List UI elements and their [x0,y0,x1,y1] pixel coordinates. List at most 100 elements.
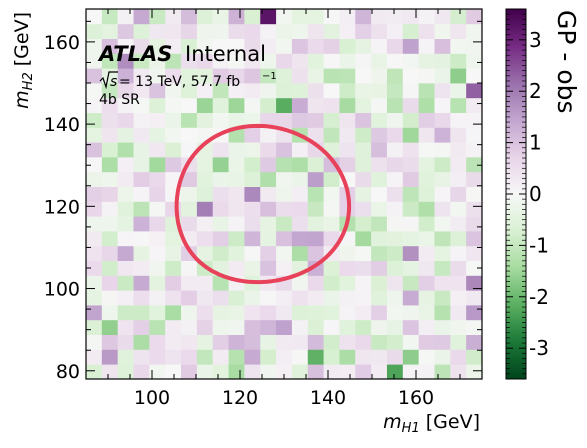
heatmap-cell [101,231,119,247]
x-axis-label-main: m [383,411,402,433]
heatmap-cell [402,68,420,84]
heatmap-cell [149,9,166,25]
heatmap-cell [450,38,467,54]
energy-exp: −1 [262,71,277,82]
colorbar-title: GP - obs [552,10,581,114]
heatmap-cell [418,112,435,128]
heatmap-cell [149,319,166,335]
x-axis-label: mH1 [GeV] [383,411,480,436]
heatmap-cell [386,23,404,39]
heatmap-cell [133,216,150,232]
heatmap-cell [402,38,420,54]
heatmap-cell [291,157,309,173]
heatmap-cell [212,97,229,113]
heatmap-cell [323,171,340,187]
heatmap-cell [196,364,214,379]
heatmap-cell [228,186,245,202]
heatmap-cell [165,319,182,335]
heatmap-cell [402,157,420,173]
heatmap-cell [86,142,103,158]
heatmap-cell [371,23,388,39]
heatmap-cell [212,275,229,291]
heatmap-cell [149,275,166,291]
heatmap-cell [133,112,150,128]
heatmap-cell [355,290,372,306]
heatmap-cell [133,68,150,84]
y-tick-label: 160 [44,32,80,54]
colorbar-ticks: -3 -2 -1 0 1 2 3 [506,13,549,375]
heatmap-cell [117,290,134,306]
heatmap-cell [117,305,134,321]
heatmap-cell [244,157,261,173]
heatmap-cell [260,171,277,187]
heatmap-cell [339,305,356,321]
heatmap-cell [181,171,198,187]
heatmap-cell [402,305,420,321]
colorbar-tick-label: -1 [529,233,549,257]
heatmap-cell [434,245,451,261]
heatmap-cell [196,23,214,39]
heatmap-cell [386,201,404,217]
heatmap-cell [386,231,404,247]
y-axis-label-unit: [GeV] [11,12,33,72]
heatmap-cell [101,142,119,158]
heatmap-cell [149,216,166,232]
heatmap-cell [339,260,356,276]
heatmap-cell [117,68,134,84]
heatmap-cell [212,23,229,39]
heatmap-cell [260,260,277,276]
heatmap-cell [339,142,356,158]
heatmap-cell [86,112,103,128]
heatmap-cell [339,319,356,335]
heatmap-cell [228,142,245,158]
heatmap-cell [244,186,261,202]
heatmap-cell [196,53,214,69]
heatmap-cell [418,245,435,261]
heatmap-cell [165,290,182,306]
heatmap-cell [228,171,245,187]
heatmap-cell [86,53,103,69]
heatmap-cell [355,53,372,69]
heatmap-cell [450,319,467,335]
heatmap-cell [181,112,198,128]
heatmap-cell [260,83,277,99]
heatmap-cell [149,68,166,84]
heatmap-cell [418,349,435,365]
heatmap-cell [402,127,420,143]
heatmap-cell [212,231,229,247]
heatmap-cell [86,305,103,321]
heatmap-cell [212,68,229,84]
heatmap-cell [323,127,340,143]
heatmap-cell [291,83,309,99]
heatmap-cell [386,216,404,232]
heatmap-cell [86,186,103,202]
heatmap-cell [228,260,245,276]
heatmap-cell [165,127,182,143]
heatmap-cell [355,319,372,335]
heatmap-cell [418,290,435,306]
heatmap-cell [212,38,229,54]
heatmap-cell [86,38,103,54]
heatmap-cell [117,231,134,247]
heatmap-cell [371,83,388,99]
heatmap-cell [165,142,182,158]
heatmap-cell [86,231,103,247]
heatmap-cell [276,290,293,306]
colorbar-tick-label: 0 [529,182,542,206]
heatmap-cell [212,305,229,321]
heatmap-cell [133,245,150,261]
heatmap-cell [386,305,404,321]
heatmap-cell [244,38,261,54]
heatmap-cell [244,364,261,379]
heatmap-cell [450,97,467,113]
heatmap-cell [386,275,404,291]
heatmap-cell [165,201,182,217]
heatmap-cell [149,83,166,99]
heatmap-cell [434,349,451,365]
heatmap-cell [386,83,404,99]
heatmap-cell [228,216,245,232]
heatmap-cell [418,9,435,25]
heatmap-cell [196,9,214,25]
heatmap-cell [117,186,134,202]
heatmap-cell [86,127,103,143]
